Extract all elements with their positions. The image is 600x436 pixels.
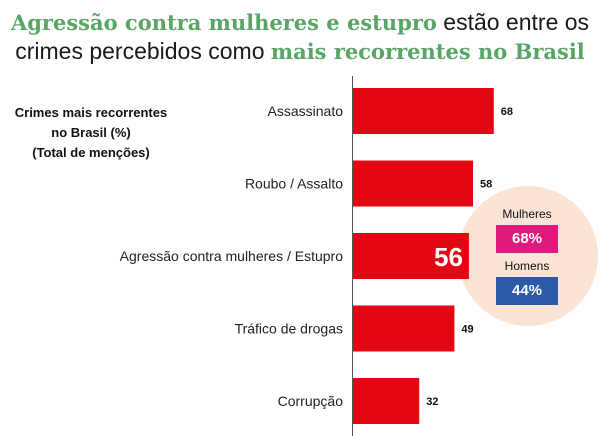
subtitle-line-3: (Total de menções) (32, 145, 150, 160)
title-line-2: crimes percebidos como mais recorrentes … (0, 37, 600, 66)
category-label-1: Roubo / Assalto (245, 176, 343, 192)
men-label: Homens (504, 259, 550, 273)
value-label-4: 32 (426, 396, 438, 408)
title-highlight-1: Agressão contra mulheres e estupro (10, 10, 437, 35)
value-label-3: 49 (461, 324, 473, 336)
value-label-0: 68 (501, 106, 513, 118)
title-line-1: Agressão contra mulheres e estupro estão… (0, 8, 600, 37)
category-label-0: Assassinato (268, 103, 344, 119)
women-label: Mulheres (502, 207, 552, 221)
bar-0 (353, 88, 494, 134)
bar-2 (353, 233, 469, 279)
bars-group: Assassinato 68 Roubo / Assalto 58 Agressão c… (120, 88, 513, 424)
subtitle-line-1: Crimes mais recorrentes (14, 105, 168, 120)
bar-4 (353, 378, 420, 424)
title-start-2: crimes percebidos como (15, 38, 271, 64)
category-label-3: Tráfico de drogas (235, 321, 343, 337)
subtitle-line-2: no Brasil (%) (51, 125, 131, 140)
bar-1 (353, 160, 474, 207)
chart-title: Agressão contra mulheres e estupro estão… (0, 8, 600, 66)
category-label-4: Corrupção (278, 393, 344, 409)
value-label-2: 56 (434, 242, 463, 272)
title-rest-1: estão entre os (436, 9, 590, 35)
men-value-badge: 44% (496, 277, 558, 305)
title-highlight-2: mais recorrentes no Brasil (270, 39, 585, 64)
chart-subtitle: Crimes mais recorrentes no Brasil (%) (T… (6, 103, 176, 163)
bar-3 (353, 305, 455, 352)
women-value-badge: 68% (496, 225, 558, 253)
value-label-1: 58 (480, 179, 492, 191)
category-label-2: Agressão contra mulheres / Estupro (120, 248, 344, 264)
